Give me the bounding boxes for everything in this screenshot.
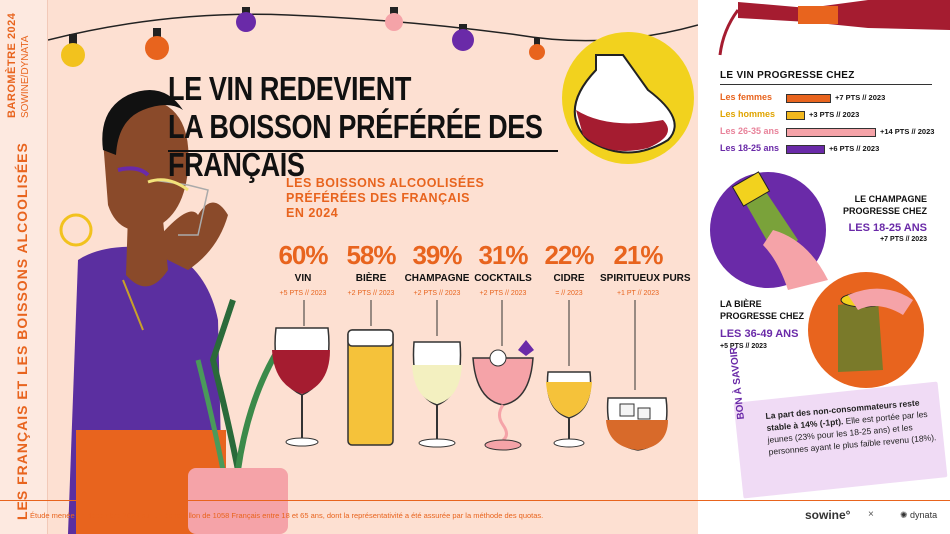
stat-label: CIDRE (553, 273, 585, 284)
illustration-layer (48, 7, 698, 534)
stat-change: +2 PTS // 2023 (479, 290, 527, 297)
champagne-group: LES 18-25 ANS (848, 222, 927, 234)
study-footnote: Étude menée en décembre 2023 sur un écha… (30, 511, 544, 520)
stat-change: +2 PTS // 2023 (413, 290, 461, 297)
wine-progress-value: +3 PTS // 2023 (809, 110, 860, 119)
stat-label: VIN (294, 273, 312, 284)
dynata-label: dynata (910, 510, 938, 520)
sowine-logo: sowine° (805, 508, 851, 522)
wine-progress-title: LE VIN PROGRESSE CHEZ (720, 70, 855, 81)
stat-percent: 39% (412, 240, 462, 270)
wine-progress-bar (786, 145, 825, 154)
wine-bottle-illustration (718, 0, 950, 56)
wine-progress-value: +7 PTS // 2023 (835, 93, 886, 102)
beer-change: +5 PTS // 2023 (720, 343, 767, 350)
stat-champagne: 39% CHAMPAGNE +2 PTS // 2023 (404, 240, 470, 297)
beer-group: LES 36-49 ANS (720, 328, 799, 340)
beer-title: LA BIÈRE PROGRESSE CHEZ (720, 299, 805, 321)
string-light-bulbs (61, 7, 545, 67)
stat-percent: 60% (278, 240, 328, 270)
section-subtitle: LES BOISSONS ALCOOLISÉES PRÉFÉRÉES DES F… (286, 176, 485, 220)
barometre-label: BAROMÈTRE 2024 (6, 12, 18, 118)
stat-change: +1 PT // 2023 (616, 290, 660, 297)
wine-progress-row: Les 18-25 ans +6 PTS // 2023 (720, 143, 940, 157)
wine-progress-value: +14 PTS // 2023 (880, 127, 935, 136)
glass-cocktails (472, 300, 534, 451)
wine-progress-label: Les hommes (720, 109, 776, 119)
woman-illustration (59, 90, 228, 534)
vertical-title: LES FRANÇAIS ET LES BOISSONS ALCOOLISÉES (14, 142, 30, 520)
stat-percent: 58% (346, 240, 396, 270)
brand-line: SOWINE/DYNATA (20, 35, 31, 118)
dynata-logo: ✺ dynata (900, 510, 937, 521)
stat-label: BIÈRE (355, 273, 387, 284)
stat-cidre: 22% CIDRE = // 2023 (536, 240, 602, 297)
wine-progress-bar (786, 111, 805, 120)
wine-progress-bar (786, 128, 876, 137)
wine-progress-rule (720, 84, 932, 85)
stat-label: CHAMPAGNE (404, 273, 470, 284)
glass-biere (347, 300, 394, 446)
right-illustrations (710, 0, 950, 388)
stat-percent: 31% (478, 240, 528, 270)
stat-cocktails: 31% COCKTAILS +2 PTS // 2023 (470, 240, 536, 297)
stat-biere: 58% BIÈRE +2 PTS // 2023 (338, 240, 404, 297)
main-panel: LE VIN REDEVIENT LA BOISSON PRÉFÉRÉE DES… (48, 0, 698, 534)
wine-progress-label: Les 26-35 ans (720, 126, 780, 136)
wine-progress-value: +6 PTS // 2023 (829, 144, 880, 153)
page-title-line2: LA BOISSON PRÉFÉRÉE DES FRANÇAIS (168, 108, 543, 183)
wine-progress-label: Les femmes (720, 92, 773, 102)
wine-progress-row: Les 26-35 ans +14 PTS // 2023 (720, 126, 940, 140)
side-strip (0, 0, 48, 534)
stat-vin: 60% VIN +5 PTS // 2023 (270, 240, 336, 297)
glass-spiritueux (606, 300, 668, 451)
brand-separator: × (868, 509, 874, 520)
champagne-title: LE CHAMPAGNE PROGRESSE CHEZ (842, 194, 927, 216)
dynata-icon: ✺ (900, 510, 911, 520)
champagne-change: +7 PTS // 2023 (880, 236, 927, 243)
page-title-line1: LE VIN REDEVIENT (168, 70, 412, 107)
stat-change: +2 PTS // 2023 (347, 290, 395, 297)
wine-progress-row: Les hommes +3 PTS // 2023 (720, 109, 940, 123)
stat-label: SPIRITUEUX PURS (600, 273, 691, 284)
plant-illustration (188, 299, 288, 534)
stat-change: +5 PTS // 2023 (279, 290, 327, 297)
stat-percent: 22% (544, 240, 594, 270)
glass-vin (272, 300, 330, 447)
glass-champagne (412, 300, 462, 448)
stat-percent: 21% (613, 240, 663, 270)
stat-spiritueux: 21% SPIRITUEUX PURS +1 PT // 2023 (600, 240, 691, 297)
wine-progress-row: Les femmes +7 PTS // 2023 (720, 92, 940, 106)
glass-cidre (546, 300, 592, 448)
stat-label: COCKTAILS (474, 273, 532, 284)
wine-progress-bar (786, 94, 831, 103)
title-underline (168, 150, 558, 152)
wine-progress-label: Les 18-25 ans (720, 143, 780, 153)
footer-divider (0, 500, 950, 501)
stat-change: = // 2023 (555, 290, 583, 297)
